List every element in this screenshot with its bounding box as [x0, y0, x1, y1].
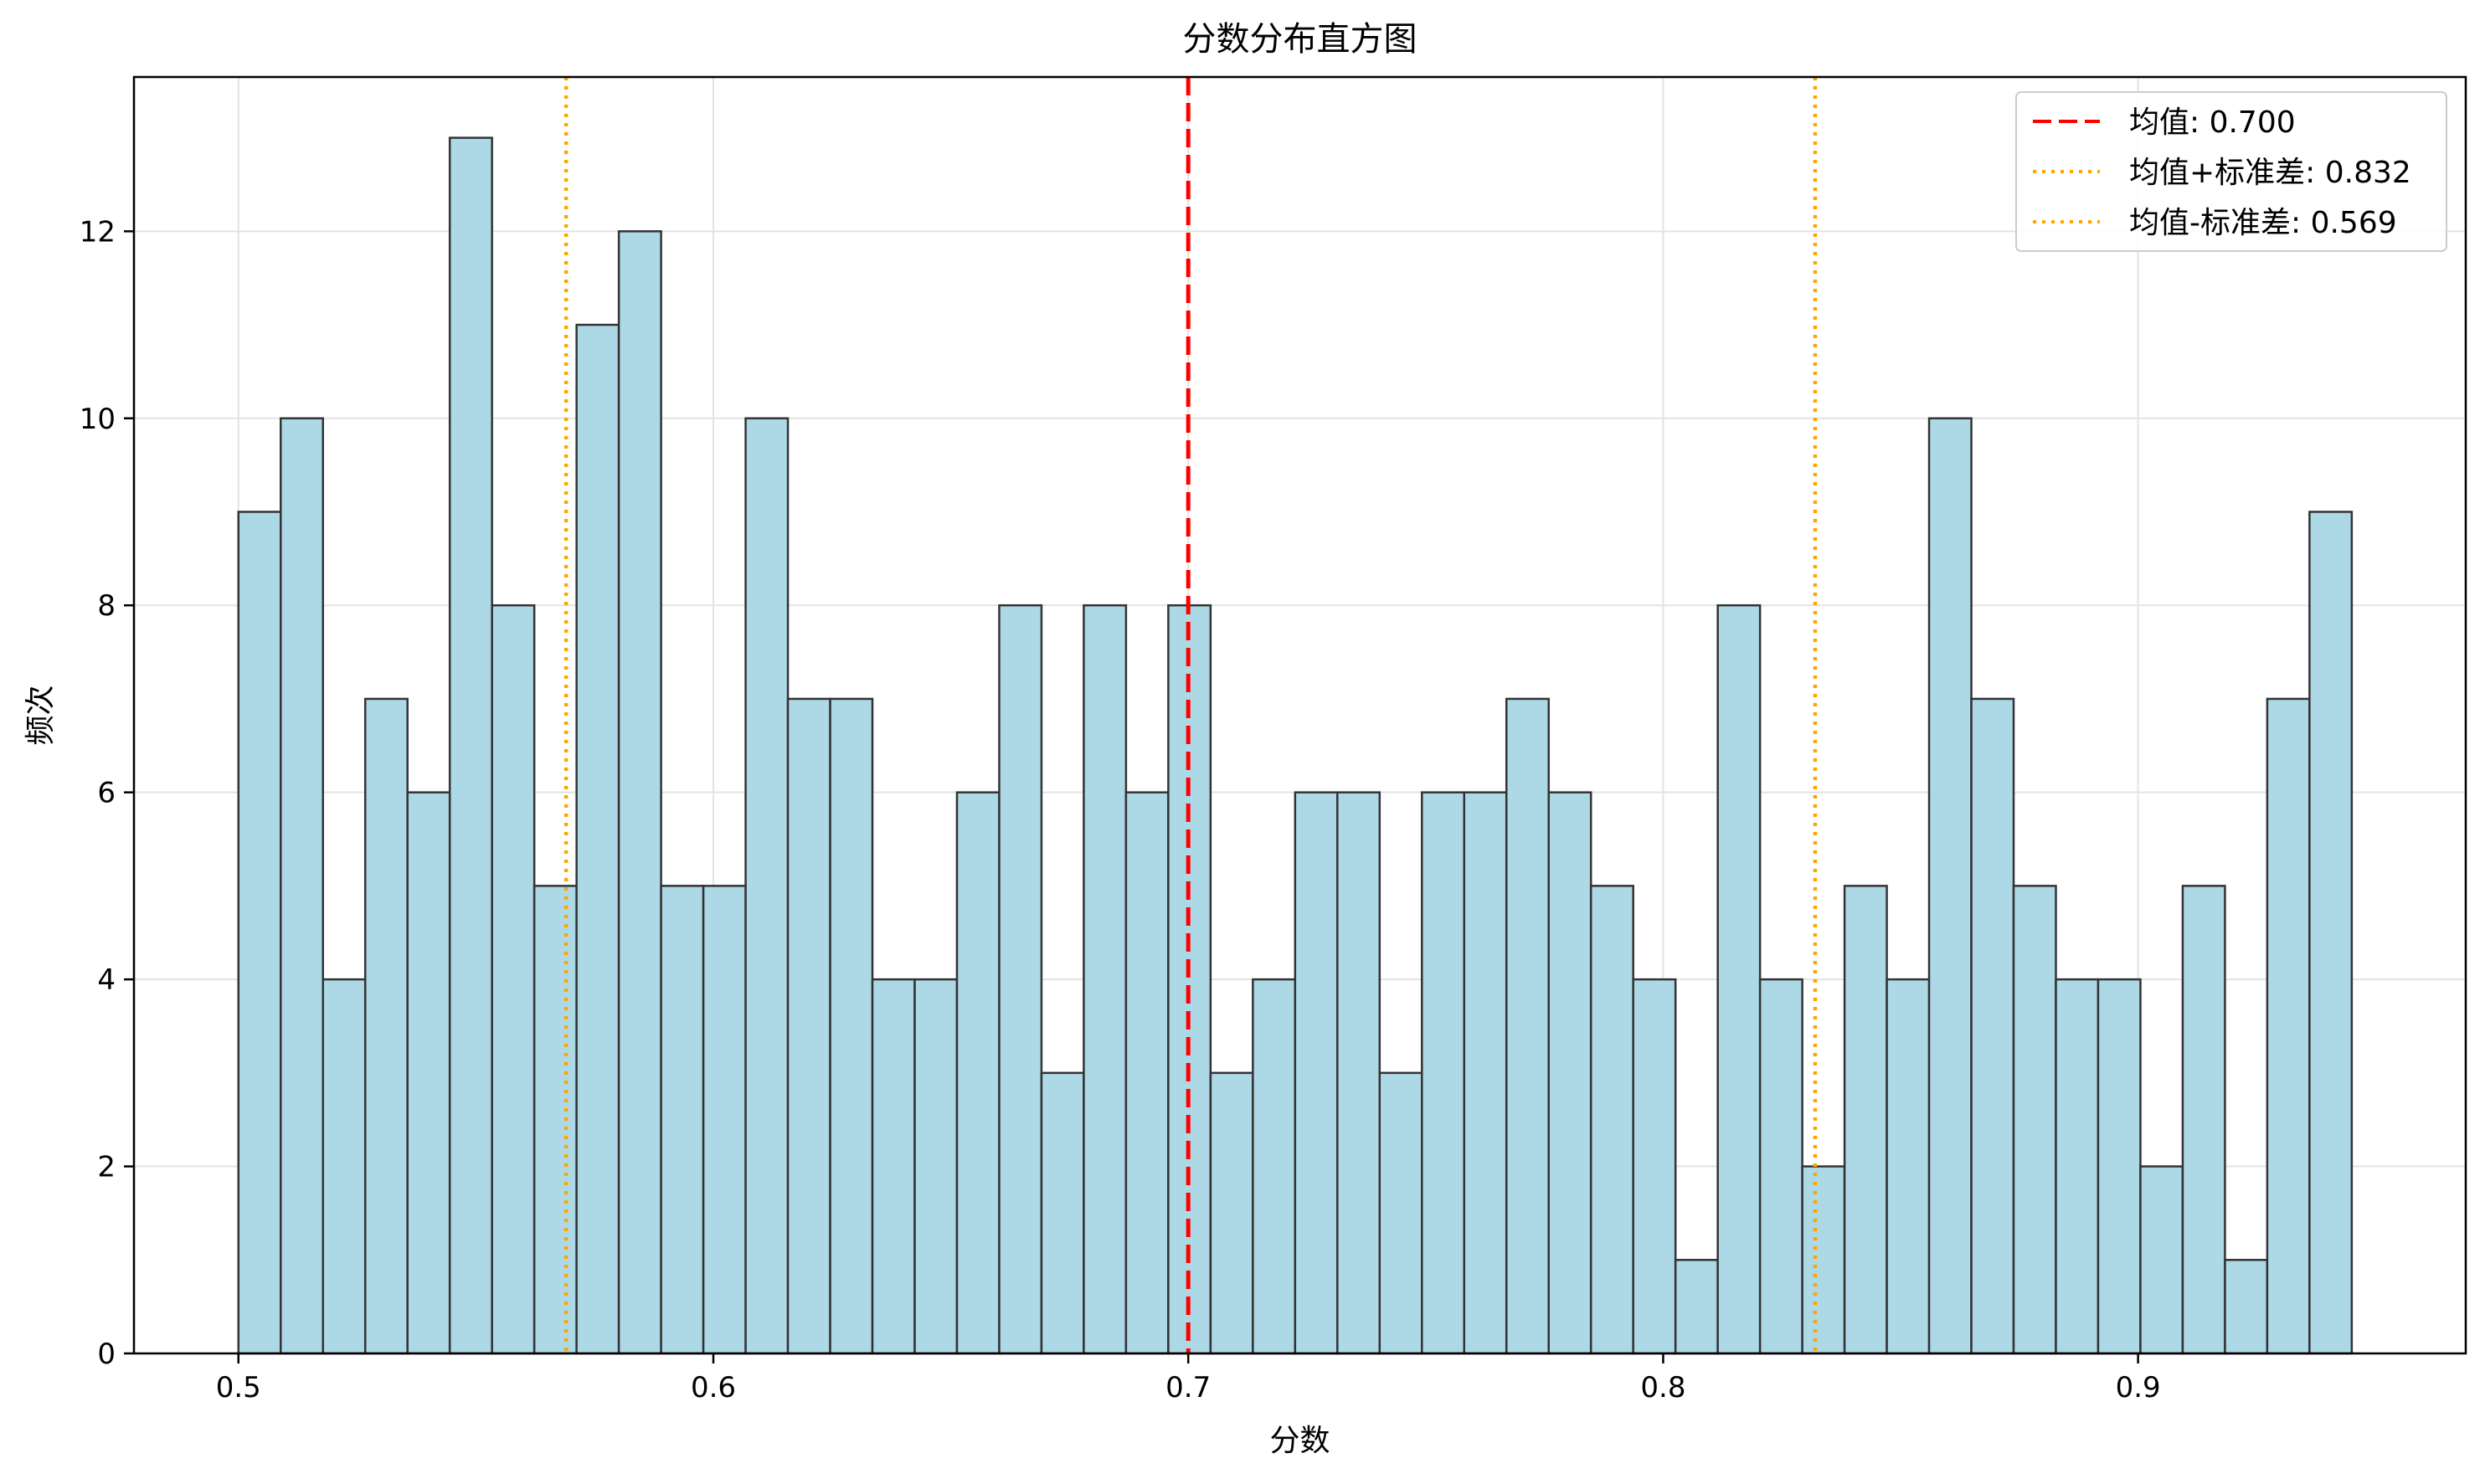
histogram-bar: [955, 791, 1001, 1355]
histogram-bar: [2266, 697, 2311, 1355]
y-tick-label: 4: [97, 963, 116, 997]
y-tick-label: 10: [80, 403, 116, 436]
histogram-bar: [280, 417, 324, 1355]
y-tick-label: 12: [80, 215, 116, 249]
y-tick-label: 2: [97, 1151, 116, 1184]
reference-lines: [563, 77, 1818, 1353]
histogram-bar: [406, 791, 451, 1355]
histogram-bar: [786, 697, 831, 1355]
histogram-bar: [1378, 1071, 1423, 1355]
x-tick-label: 0.5: [216, 1371, 261, 1404]
legend-entry-mean: 均值: 0.700: [2129, 105, 2296, 140]
histogram-bar: [2012, 885, 2057, 1355]
x-tick-label: 0.9: [2116, 1371, 2161, 1404]
legend-entry-mean-plus-std: 均值+标准差: 0.832: [2129, 156, 2411, 190]
histogram-bar: [2224, 1259, 2269, 1355]
histogram-bar: [871, 978, 916, 1355]
y-tick-label: 8: [97, 589, 116, 623]
histogram-bar: [1421, 791, 1466, 1355]
y-tick-label: 6: [97, 777, 116, 810]
histogram-bar: [617, 230, 662, 1355]
histogram-bar: [744, 417, 790, 1355]
histogram-bar: [1927, 417, 1973, 1355]
histogram-bar: [1758, 978, 1803, 1355]
histogram-bar: [829, 697, 874, 1355]
histogram-bar: [1124, 791, 1170, 1355]
histogram-bar: [702, 885, 747, 1355]
histogram-bar: [1294, 791, 1339, 1355]
histogram-bar: [1886, 978, 1931, 1355]
histogram-bar: [2097, 978, 2142, 1355]
histogram-bar: [1589, 885, 1634, 1355]
histogram-bar: [322, 978, 367, 1355]
histogram-bar: [2181, 885, 2226, 1355]
x-tick-label: 0.7: [1165, 1371, 1211, 1404]
histogram-bar: [1463, 791, 1508, 1355]
histogram-bar: [2139, 1165, 2184, 1355]
legend: 均值: 0.700 均值+标准差: 0.832 均值-标准差: 0.569: [2015, 91, 2447, 252]
histogram-bar: [1716, 603, 1762, 1355]
chart-title: 分数分布直方图: [1183, 20, 1417, 59]
histogram-bar: [237, 511, 282, 1355]
plot-frame: [132, 75, 2467, 1355]
histogram-bar: [1632, 978, 1677, 1355]
histogram-bar: [491, 603, 536, 1355]
histogram-bar: [1336, 791, 1381, 1355]
y-tick-label: 0: [97, 1338, 116, 1371]
histogram-bar: [1843, 885, 1888, 1355]
histogram-bar: [2055, 978, 2100, 1355]
histogram-bar: [913, 978, 959, 1355]
x-tick-label: 0.8: [1640, 1371, 1685, 1404]
x-tick-label: 0.6: [691, 1371, 736, 1404]
histogram-bar: [660, 885, 705, 1355]
histogram-bar: [575, 323, 620, 1355]
legend-entry-mean-minus-std: 均值-标准差: 0.569: [2129, 206, 2397, 240]
histogram-bar: [1040, 1071, 1085, 1355]
histogram-bar: [1252, 978, 1297, 1355]
histogram-bar: [1674, 1259, 1719, 1355]
histogram-bar: [532, 885, 578, 1355]
axis-ticks: 0.5 0.6 0.7 0.8 0.9 0 2 4 6 8 10 12: [80, 215, 2161, 1404]
histogram-bar: [2308, 511, 2354, 1355]
y-axis-label: 频次: [23, 685, 58, 745]
histogram-bar: [1209, 1071, 1254, 1355]
x-axis-label: 分数: [1269, 1424, 1330, 1458]
legend-box: [2015, 91, 2447, 252]
histogram-bar: [448, 136, 493, 1355]
histogram-bar: [1505, 697, 1550, 1355]
histogram-bar: [363, 697, 409, 1355]
histogram-bar: [1801, 1165, 1846, 1355]
histogram-bar: [1547, 791, 1592, 1355]
histogram-bars: [237, 136, 2354, 1355]
histogram-bar: [1970, 697, 2015, 1355]
histogram-bar: [998, 603, 1043, 1355]
histogram-bar: [1083, 603, 1128, 1355]
